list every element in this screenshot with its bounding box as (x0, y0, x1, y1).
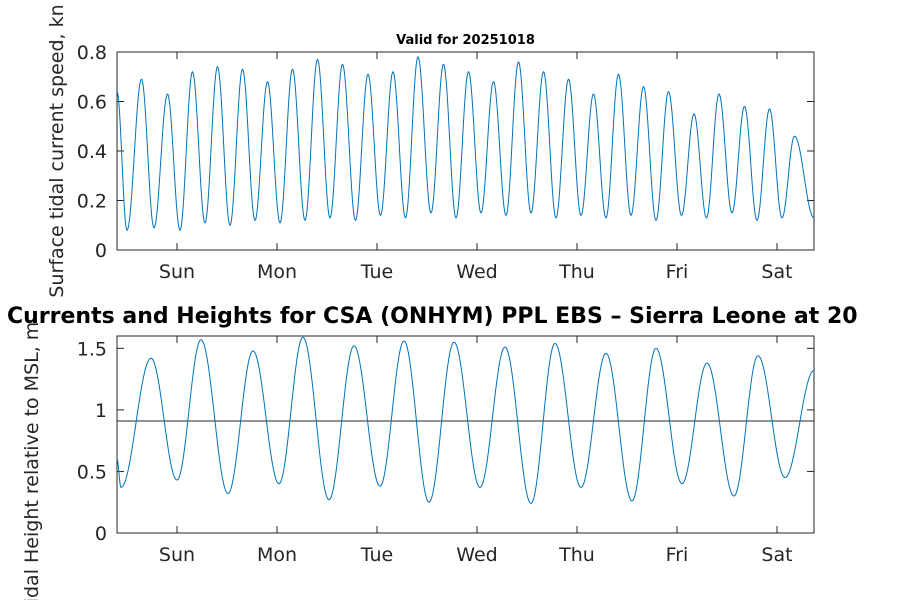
x-tick-label: Tue (360, 544, 393, 566)
current-x-ticks: Sun Mon Tue Wed Thu Fri Sat (159, 52, 793, 283)
main-title: Currents and Heights for CSA (ONHYM) PPL… (7, 304, 858, 329)
y-tick-label: 0.2 (77, 191, 107, 213)
current-speed-axes: Valid for 20251018 0 0.2 0.4 0.6 0.8 Sun Mon T… (46, 4, 815, 298)
current-y-ticks: 0 0.2 0.4 0.6 0.8 (77, 42, 814, 262)
x-tick-label: Wed (456, 544, 497, 566)
y-tick-label: 0 (95, 523, 107, 545)
height-x-ticks: Sun Mon Tue Wed Thu Fri Sat (159, 336, 793, 566)
y-tick-label: 0.6 (77, 92, 107, 114)
y-tick-label: 0 (95, 240, 107, 262)
tidal-height-axes: 0 0.5 1 1.5 Sun Mon Tue Wed Thu Fri Sat Tidal Hei… (21, 322, 815, 600)
y-tick-label: 0.4 (77, 141, 107, 163)
x-tick-label: Mon (257, 544, 297, 566)
height-axes-box (116, 335, 815, 534)
height-y-axis-label: Tidal Height relative to MSL, m (21, 322, 43, 600)
x-tick-label: Thu (558, 261, 595, 283)
current-chart-title: Valid for 20251018 (396, 33, 535, 48)
current-axes-box (116, 51, 815, 251)
x-tick-label: Thu (558, 544, 595, 566)
x-tick-label: Sat (761, 544, 792, 566)
height-y-ticks: 0 0.5 1 1.5 (77, 338, 814, 545)
x-tick-label: Sun (159, 544, 195, 566)
x-tick-label: Fri (666, 261, 689, 283)
x-tick-label: Sat (761, 261, 792, 283)
y-tick-label: 0.5 (77, 461, 107, 483)
y-tick-label: 0.8 (77, 42, 107, 64)
x-tick-label: Mon (257, 261, 297, 283)
x-tick-label: Fri (666, 544, 689, 566)
y-tick-label: 1.5 (77, 338, 107, 360)
x-tick-label: Wed (456, 261, 497, 283)
x-tick-label: Tue (360, 261, 393, 283)
x-tick-label: Sun (159, 261, 195, 283)
y-tick-label: 1 (95, 400, 107, 422)
current-speed-line (116, 56, 815, 231)
tidal-height-line (116, 336, 815, 505)
current-y-axis-label: Surface tidal current speed, kn (46, 4, 68, 297)
